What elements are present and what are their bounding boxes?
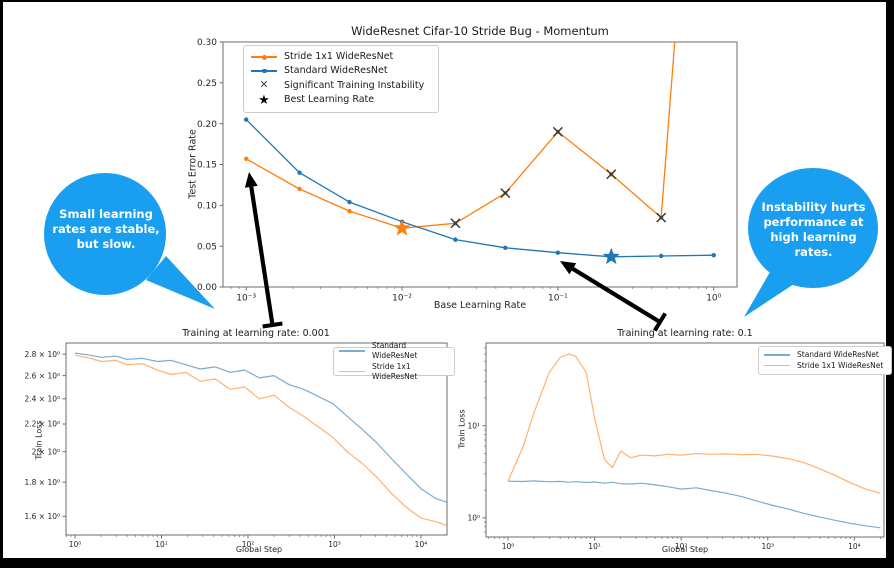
y-tick-label: 1.6 × 10⁰ — [24, 512, 60, 521]
series-marker — [711, 252, 716, 258]
x-tick-label: 10³ — [761, 542, 774, 551]
y-tick-label: 2.8 × 10⁰ — [24, 350, 60, 359]
series-line — [507, 480, 881, 529]
top-chart-xlabel: Base Learning Rate — [433, 300, 527, 311]
plot-train-lr-0001: 10⁰ 10¹ 10² 10³ 10⁴ 2.8 × 10⁰ 2.6 × 10⁰ 2.4 × 1… — [24, 342, 448, 549]
series-marker — [658, 253, 664, 259]
legend-item-stride: Stride 1x1 WideResNet — [338, 362, 450, 382]
x-tick-label: 10¹ — [155, 540, 168, 549]
legend-item-best: ★ Best Learning Rate — [250, 94, 432, 107]
series-marker — [555, 250, 561, 255]
y-tick-label: 0.00 — [197, 283, 217, 293]
series-marker — [453, 237, 458, 242]
annotation-arrow-right — [560, 261, 667, 332]
bottom-right-chart-legend: Standard WideResNet Stride 1x1 WideResNe… — [758, 346, 892, 375]
series-line — [245, 119, 714, 258]
y-tick-label: 0.30 — [197, 38, 217, 48]
plot-lr-sweep: 10⁻³ 10⁻² 10⁻¹ 10⁰ 0.00 0.05 0.10 0.15 0.20 0.25 0… — [197, 38, 738, 304]
bottom-right-chart-xlabel: Global Step — [661, 545, 709, 554]
legend-label: Best Learning Rate — [284, 94, 375, 106]
x-tick-label: 10⁻³ — [236, 294, 256, 304]
series-line — [74, 352, 447, 503]
legend-label: Stride 1x1 WideResNet — [284, 50, 394, 62]
best-lr-star-icon — [602, 247, 620, 265]
y-tick-label: 0.25 — [197, 79, 217, 89]
x-tick-label: 10³ — [328, 540, 341, 549]
y-tick-label: 2.4 × 10⁰ — [24, 395, 60, 404]
x-tick-label: 10¹ — [588, 542, 601, 551]
x-tick-label: 10² — [675, 542, 688, 551]
bottom-left-chart-legend: Standard WideResNet Stride 1x1 WideResNe… — [333, 341, 455, 381]
top-chart-title: WideResnet Cifar-10 Stride Bug - Momentu… — [351, 24, 609, 38]
series-marker — [297, 186, 302, 192]
x-tick-label: 10⁰ — [69, 540, 82, 549]
legend-item-standard: Standard WideResNet — [338, 341, 450, 361]
series-marker — [297, 170, 302, 175]
x-tick-label: 10⁻² — [392, 294, 412, 304]
bottom-right-chart-ylabel: Train Loss — [457, 409, 467, 449]
y-tick-label: 0.10 — [197, 202, 217, 212]
x-tick-label: 10⁰ — [502, 542, 515, 551]
y-tick-label: 0.05 — [197, 242, 217, 252]
plot-train-lr-01: 10⁰ 10¹ 10² 10³ 10⁴ 10¹ 10⁰ — [467, 342, 885, 551]
bottom-right-chart-title: Training at learning rate: 0.1 — [617, 328, 753, 339]
stride-line-swatch-icon — [338, 367, 366, 377]
legend-label: Stride 1x1 WideResNet — [797, 360, 884, 370]
y-tick-label: 2.6 × 10⁰ — [24, 371, 60, 380]
instability-x-icon: ✕ — [259, 78, 269, 92]
callout-left-text: Small learning rates are stable, but slo… — [52, 207, 160, 251]
best-lr-star-icon: ★ — [258, 92, 270, 108]
legend-item-standard: Standard WideResNet — [250, 65, 432, 78]
legend-label: Significant Training Instability — [284, 79, 425, 91]
series-marker — [347, 208, 352, 214]
legend-item-stride: Stride 1x1 WideResNet — [763, 361, 887, 371]
x-tick-label: 10² — [242, 540, 255, 549]
series-marker — [347, 199, 352, 205]
standard-line-swatch-icon — [338, 346, 366, 356]
best-lr-star-icon — [393, 219, 411, 236]
standard-line-swatch-icon — [250, 66, 278, 76]
legend-item-standard: Standard WideResNet — [763, 350, 887, 360]
x-tick-label: 10⁴ — [848, 542, 861, 551]
top-chart-ylabel: Test Error Rate — [187, 129, 199, 199]
series-line — [507, 353, 881, 494]
legend-label: Standard WideResNet — [797, 350, 879, 360]
legend-item-instability: ✕ Significant Training Instability — [250, 78, 432, 93]
y-tick-label: 1.8 × 10⁰ — [24, 478, 60, 487]
y-tick-label: 10⁰ — [467, 514, 480, 523]
standard-line-swatch-icon — [763, 350, 791, 360]
callout-right-text: Instability hurts performance at high le… — [761, 200, 866, 259]
plot-frame — [65, 342, 448, 536]
stride-line-swatch-icon — [763, 361, 791, 371]
series-marker — [243, 117, 249, 122]
y-tick-label: 0.20 — [197, 120, 217, 130]
callout-bubble-right — [744, 168, 878, 317]
annotation-arrow-left — [244, 172, 283, 329]
y-tick-label: 2 × 10⁰ — [32, 447, 60, 456]
legend-item-stride: Stride 1x1 WideResNet — [250, 51, 432, 64]
x-tick-label: 10⁴ — [415, 540, 428, 549]
series-marker — [243, 156, 249, 161]
bottom-left-chart-ylabel: Train Loss — [34, 420, 44, 460]
y-tick-label: 2.2 × 10⁰ — [24, 420, 60, 429]
series-line — [74, 354, 447, 527]
bottom-left-chart-xlabel: Global Step — [235, 545, 283, 554]
series-marker — [503, 245, 508, 250]
top-chart-legend: Stride 1x1 WideResNet Standard WideResNe… — [243, 45, 439, 113]
y-tick-label: 0.15 — [197, 161, 217, 171]
stride-line-swatch-icon — [250, 52, 278, 62]
legend-label: Standard WideResNet — [372, 341, 418, 361]
x-tick-label: 10⁻¹ — [548, 294, 568, 304]
callout-bubble-left — [44, 173, 215, 309]
series-line — [245, 42, 676, 229]
legend-label: Stride 1x1 WideResNet — [372, 361, 418, 381]
x-tick-label: 10⁰ — [706, 294, 721, 304]
legend-label: Standard WideResNet — [284, 64, 388, 76]
bottom-left-chart-title: Training at learning rate: 0.001 — [182, 328, 330, 339]
y-tick-label: 10¹ — [467, 421, 480, 430]
